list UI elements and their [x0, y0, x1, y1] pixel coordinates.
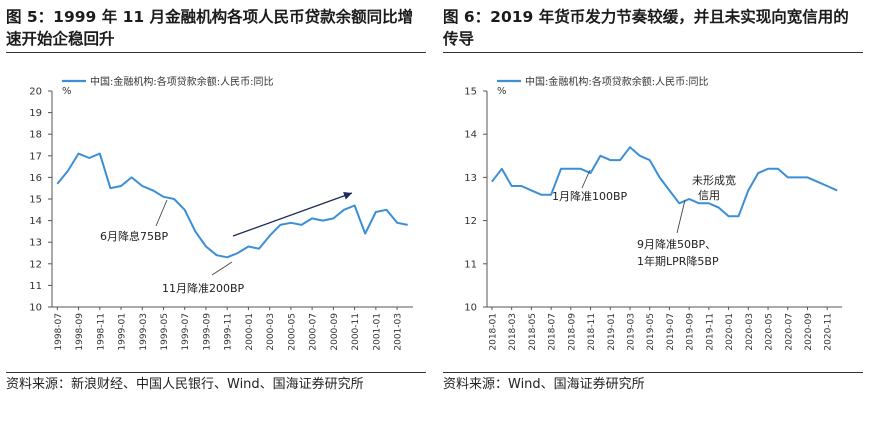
x-tick-label: 2020-11: [824, 313, 834, 351]
x-tick-label: 2019-07: [666, 313, 676, 351]
y-tick-label: 20: [29, 87, 42, 98]
x-tick-label: 1999-11: [224, 313, 234, 351]
x-tick-label: 1999-01: [118, 313, 128, 351]
y-tick-label: 13: [464, 173, 477, 184]
x-tick-label: 2020-01: [725, 313, 735, 351]
annotation-leader: [211, 261, 233, 276]
x-tick-label: 1999-07: [181, 313, 191, 351]
x-tick-label: 2018-11: [587, 313, 597, 351]
series-line: [491, 146, 838, 218]
y-tick-label: 18: [29, 130, 42, 141]
y-tick-label: 17: [29, 151, 42, 162]
x-tick-label: 2000-11: [351, 313, 361, 351]
annotation-line: 未形成宽: [692, 173, 736, 187]
annotation-line: 信用: [698, 189, 720, 202]
x-tick-label: 2000-09: [330, 313, 340, 351]
x-tick-label: 2018-05: [528, 313, 538, 351]
y-tick-label: 10: [29, 303, 42, 314]
annotation-text: 9月降准50BP、: [637, 237, 716, 251]
annotation-text: 1年期LPR降5BP: [637, 254, 719, 268]
y-tick-label: 16: [29, 173, 42, 184]
figure-6-title: 图 6：2019 年货币发力节奏较缓，并且未实现向宽信用的传导: [443, 6, 863, 53]
y-tick-label: 19: [29, 108, 42, 119]
x-tick-label: 1999-03: [139, 313, 149, 351]
x-tick-label: 2019-09: [686, 313, 696, 351]
x-tick-label: 2020-05: [765, 313, 775, 351]
trend-arrow-line: [232, 192, 353, 237]
annotation-leader: [581, 169, 591, 189]
y-tick-label: 15: [29, 195, 42, 206]
x-tick-label: 2000-07: [309, 313, 319, 351]
y-tick-label: 12: [29, 259, 42, 270]
x-tick-label: 2019-01: [607, 313, 617, 351]
figure-5-chart: 10 11 12 13 14 15 16 17 18 19 20 % 1998-07 1998-09 199…: [29, 75, 413, 351]
y-tick-label: 10: [464, 303, 477, 314]
figure-5-title: 图 5：1999 年 11 月金融机构各项人民币贷款余额同比增速开始企稳回升: [6, 6, 426, 53]
x-tick-label: 1998-07: [54, 313, 64, 351]
x-tick-label: 1998-09: [75, 313, 85, 351]
x-tick-label: 2001-01: [372, 313, 382, 351]
annotation-leader: [676, 199, 686, 234]
x-tick-label: 2020-09: [804, 313, 814, 351]
x-tick-label: 1999-09: [202, 313, 212, 351]
annotation-text: 未形成宽信用: [692, 173, 736, 202]
series-line: [56, 152, 408, 259]
y-tick-label: 11: [29, 281, 42, 292]
figure-6-chart: 10 11 12 13 14 15 % 2018-01 2018-03 2018-05 2018-0…: [464, 75, 842, 351]
x-tick-label: 2000-03: [266, 313, 276, 351]
x-tick-label: 1999-05: [160, 313, 170, 351]
y-tick-label: 12: [464, 216, 477, 227]
x-tick-label: 1998-11: [96, 313, 106, 351]
x-tick-label: 2020-03: [745, 313, 755, 351]
x-tick-label: 2018-07: [548, 313, 558, 351]
x-tick-label: 2018-03: [508, 313, 518, 351]
x-tick-label: 2018-01: [488, 313, 498, 351]
y-tick-label: 14: [29, 216, 42, 227]
x-tick-label: 2000-01: [245, 313, 255, 351]
y-tick-label: 11: [464, 259, 477, 270]
y-tick-label: 13: [29, 238, 42, 249]
x-tick-label: 2018-09: [567, 313, 577, 351]
x-tick-label: 2001-03: [394, 313, 404, 351]
annotation-text: 1月降准100BP: [552, 189, 628, 203]
x-tick-label: 2019-05: [646, 313, 656, 351]
legend-label: 中国:金融机构:各项贷款余额:人民币:同比: [90, 75, 273, 88]
legend-label: 中国:金融机构:各项贷款余额:人民币:同比: [525, 75, 708, 88]
x-tick-label: 2019-11: [705, 313, 715, 351]
x-tick-label: 2000-05: [287, 313, 297, 351]
y-tick-label: 14: [464, 130, 477, 141]
annotation-text: 11月降准200BP: [162, 281, 245, 295]
trend-arrow-head: [343, 192, 352, 200]
y-axis-unit: %: [62, 86, 72, 97]
figure-6-source: 资料来源：Wind、国海证券研究所: [443, 372, 863, 397]
annotation-leader: [155, 199, 168, 227]
x-tick-label: 2019-03: [626, 313, 636, 351]
annotation-text: 6月降息75BP: [100, 229, 169, 243]
y-tick-label: 15: [464, 87, 477, 98]
figure-5-source: 资料来源：新浪财经、中国人民银行、Wind、国海证券研究所: [6, 372, 426, 397]
y-axis-unit: %: [497, 86, 507, 97]
x-tick-label: 2020-07: [784, 313, 794, 351]
